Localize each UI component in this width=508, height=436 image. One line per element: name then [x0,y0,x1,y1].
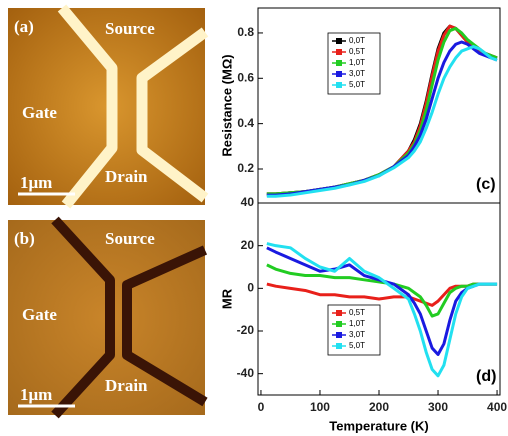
legend-marker [336,332,342,338]
x-tick-label: 200 [369,400,389,414]
legend-label: 5,0T [349,341,365,350]
legend-marker [336,49,342,55]
legend-marker [336,343,342,349]
legend-marker [336,71,342,77]
legend-label: 0,5T [349,47,365,56]
image-label: 1μm [20,385,52,404]
image-label: Gate [22,103,57,122]
panel-label: (c) [476,176,496,193]
legend-label: 0,0T [349,36,365,45]
x-axis-title: Temperature (K) [329,418,428,433]
legend-label: 3,0T [349,69,365,78]
y-tick-label: 20 [241,238,255,252]
x-tick-label: 400 [487,400,507,414]
x-tick-label: 100 [310,400,330,414]
y-tick-label: 0.4 [237,116,254,130]
legend-label: 3,0T [349,330,365,339]
legend-label: 0,5T [349,308,365,317]
image-label: Drain [105,376,148,395]
legend-label: 1,0T [349,58,365,67]
data-line [267,28,497,194]
y-axis-title: Resistance (MΩ) [219,54,234,156]
legend-marker [336,321,342,327]
figure: (a) Source Gate Drain 1μm (b) Source Gate Drain 1… [0,0,508,436]
y-tick-label: 0 [247,281,254,295]
image-label: Source [105,19,155,38]
image-label: Gate [22,305,57,324]
x-tick-label: 300 [428,400,448,414]
legend-marker [336,82,342,88]
y-tick-label: 0.8 [237,25,254,39]
x-tick-label: 0 [258,400,265,414]
y-tick-label: 0.2 [237,161,254,175]
legend-marker [336,310,342,316]
image-label: Drain [105,167,148,186]
y-tick-label: 40 [241,195,255,209]
legend-label: 5,0T [349,80,365,89]
panel-label: (a) [14,17,34,36]
data-line [267,47,497,197]
panel-label: (b) [14,229,35,248]
y-tick-label: 0.6 [237,70,254,84]
panel-label: (d) [476,368,496,385]
y-axis-title: MR [219,288,234,309]
y-tick-label: -40 [237,366,255,380]
data-line [267,248,497,355]
image-label: Source [105,229,155,248]
legend-label: 1,0T [349,319,365,328]
y-tick-label: -20 [237,323,255,337]
image-label: 1μm [20,173,52,192]
legend-marker [336,60,342,66]
legend-marker [336,38,342,44]
